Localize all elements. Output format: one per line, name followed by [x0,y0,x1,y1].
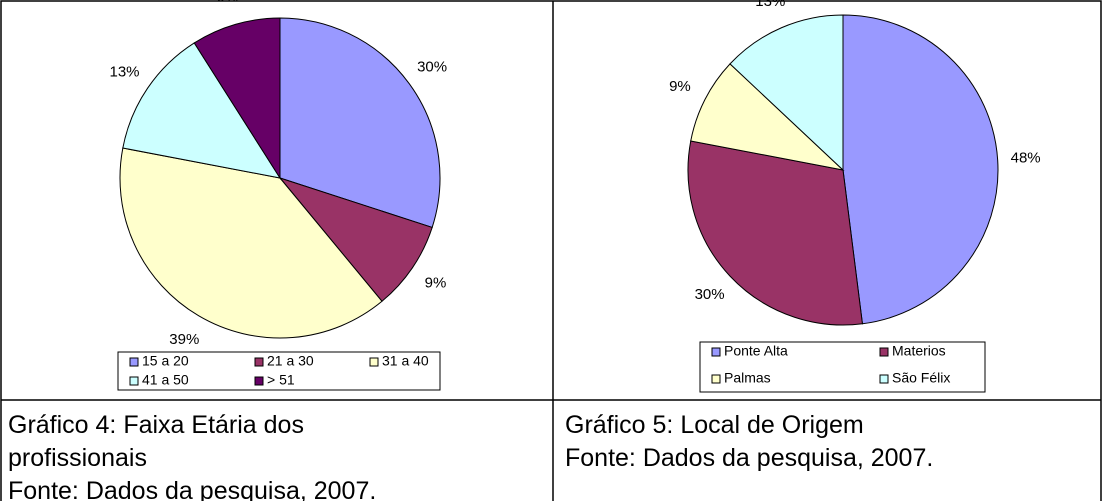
pie-slice [193,17,281,180]
legend-label: 31 a 40 [382,353,429,369]
slice-label: 13% [109,63,139,80]
slice-label: 13% [755,0,785,10]
caption: Fonte: Dados da pesquisa, 2007. [8,477,376,501]
pie-slice [119,147,383,339]
legend-label: Materios [892,343,946,359]
legend-label: 21 a 30 [267,353,314,369]
pie-slice [729,14,844,172]
pie-slice [842,14,999,325]
caption: Gráfico 4: Faixa Etária dos [8,411,304,439]
caption: Fonte: Dados da pesquisa, 2007. [565,444,933,472]
caption: Gráfico 5: Local de Origem [565,411,864,439]
pie-slice [279,17,441,229]
slice-label: 39% [169,331,199,348]
slice-label: 30% [417,58,447,75]
legend-box [699,341,986,393]
legend-swatch [129,376,139,386]
legend-swatch [879,347,889,357]
legend-label: Ponte Alta [724,343,788,359]
legend-swatch [879,374,889,384]
legend-label: São Félix [892,370,950,386]
legend-swatch [129,357,139,367]
pie-slice [690,63,845,171]
legend-swatch [254,376,264,386]
legend-label: Palmas [724,370,771,386]
legend-swatch [369,357,379,367]
legend-swatch [711,347,721,357]
legend-label: 41 a 50 [142,372,189,388]
legend-box [117,351,441,391]
legend-label: > 51 [267,372,295,388]
legend-label: 15 a 20 [142,353,189,369]
pie-slice [122,42,282,179]
legend-swatch [254,357,264,367]
slice-label: 9% [217,0,239,5]
slice-label: 48% [1011,149,1041,166]
slice-label: 9% [669,78,691,95]
slice-label: 30% [695,286,725,303]
pie-slice [687,140,863,326]
caption: profissionais [8,444,147,472]
pie-slice [278,176,433,302]
legend-swatch [711,374,721,384]
slice-label: 9% [425,275,447,292]
